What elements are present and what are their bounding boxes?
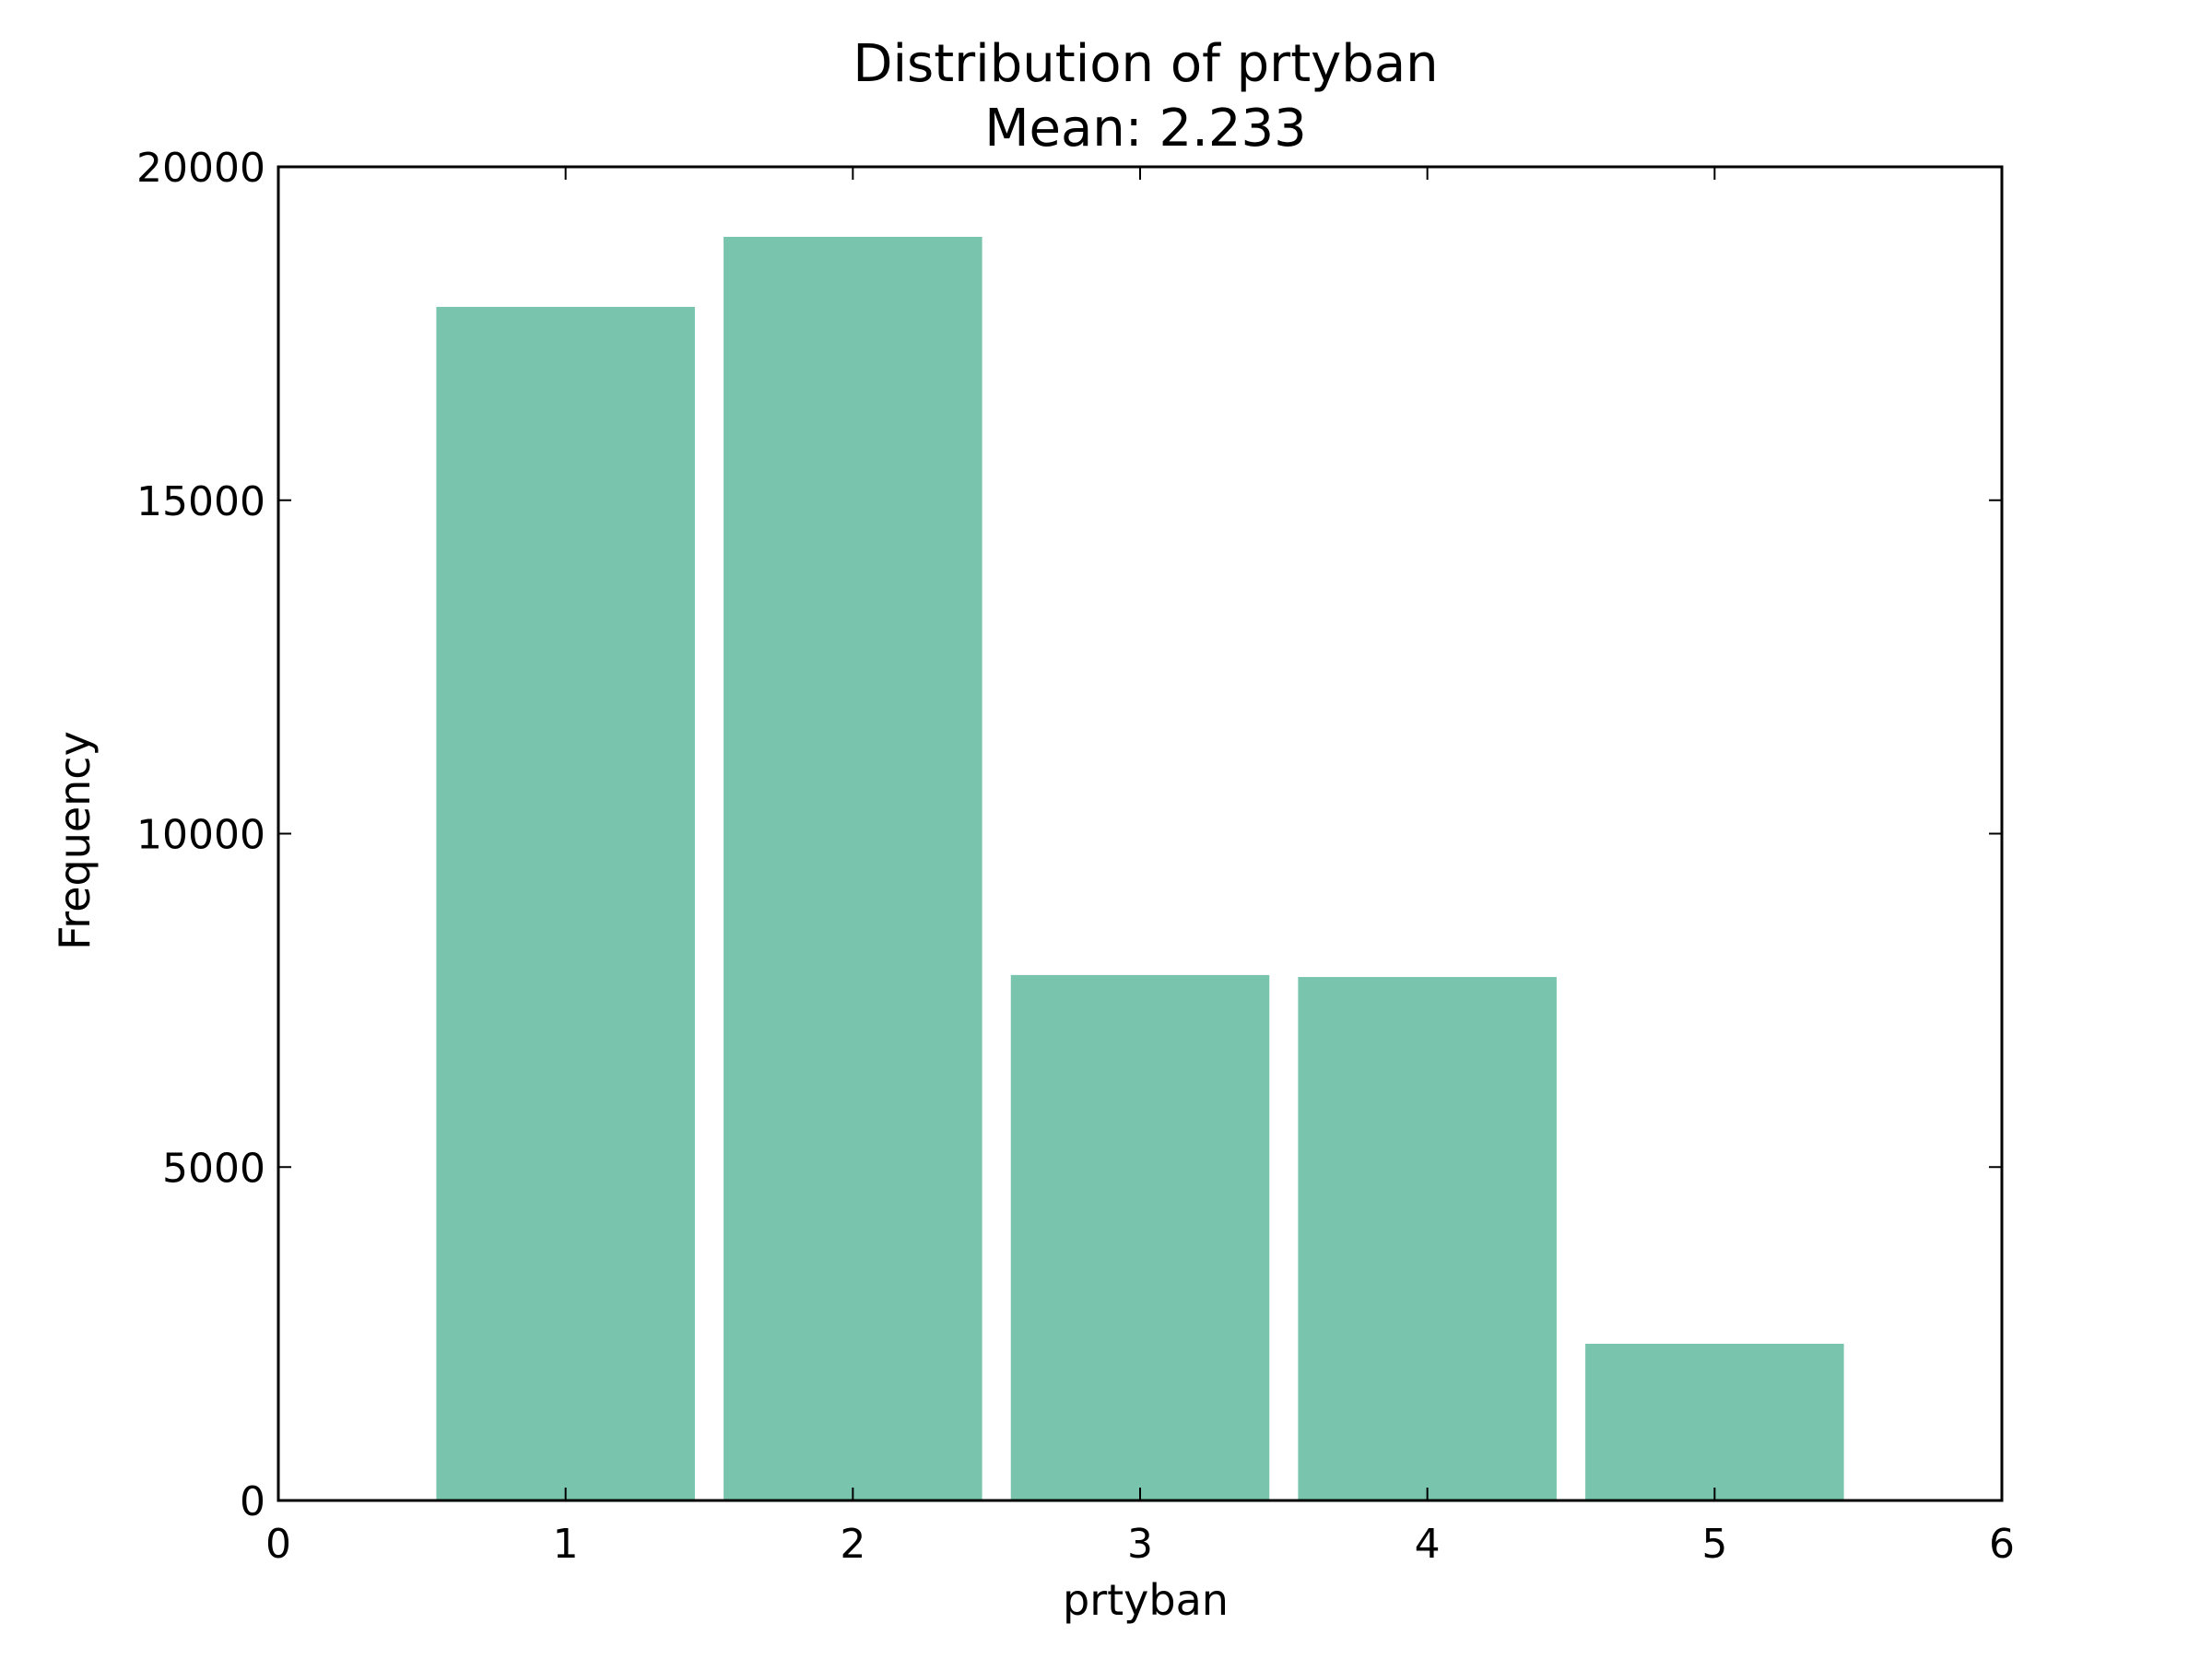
bar-5 [1585,1343,1844,1500]
axis-ticks: 0 1 2 3 4 5 6 0 5000 10000 15000 20000 [136,145,2015,1568]
x-tick-label: 4 [1415,1521,1441,1568]
y-tick-label: 5000 [162,1145,265,1192]
x-axis-label: prtyban [1063,1575,1229,1625]
bar-4 [1298,977,1557,1500]
y-tick-label: 20000 [136,145,265,192]
x-tick-label: 5 [1701,1521,1727,1568]
bar-1 [436,306,695,1500]
chart-subtitle: Mean: 2.233 [984,99,1307,159]
x-tick-label: 2 [840,1521,865,1568]
chart-title: Distribution of prtyban [853,34,1438,94]
y-tick-label: 15000 [136,478,265,525]
y-axis-label: Frequency [50,731,100,950]
x-tick-label: 0 [265,1521,291,1568]
y-tick-label: 10000 [136,812,265,859]
x-tick-label: 3 [1127,1521,1153,1568]
plot-frame [276,165,2004,1502]
y-tick-label: 0 [240,1478,265,1525]
bar-3 [1010,974,1270,1500]
x-tick-label: 1 [553,1521,579,1568]
bar-2 [724,236,982,1500]
bars [436,236,1844,1500]
x-tick-label: 6 [1989,1521,2015,1568]
